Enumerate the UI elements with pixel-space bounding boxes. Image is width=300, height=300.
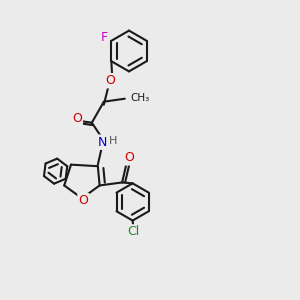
Text: F: F: [100, 31, 107, 44]
Text: Cl: Cl: [128, 225, 140, 239]
Text: O: O: [125, 151, 135, 164]
Text: H: H: [109, 136, 118, 146]
Text: O: O: [79, 194, 88, 207]
Text: CH₃: CH₃: [130, 93, 149, 103]
Text: O: O: [105, 74, 115, 87]
Text: O: O: [72, 112, 82, 125]
Text: N: N: [98, 136, 107, 149]
